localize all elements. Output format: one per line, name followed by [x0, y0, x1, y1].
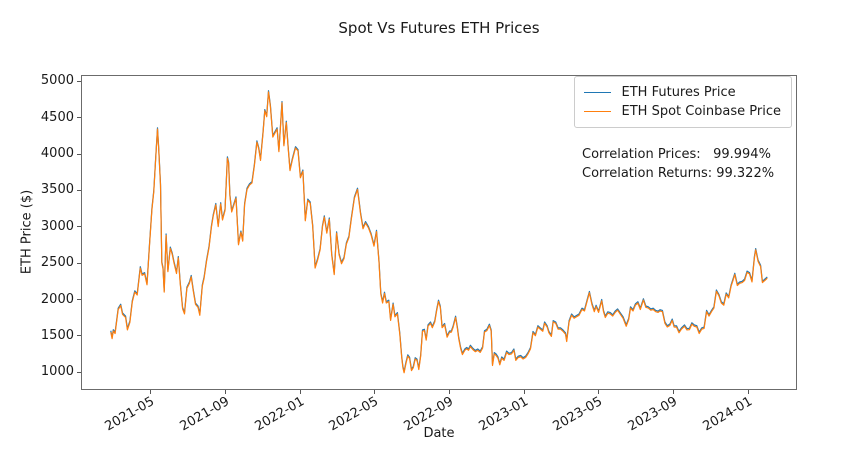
x-tick-mark [747, 390, 749, 394]
correlation-prices-text: Correlation Prices: 99.994% [582, 147, 771, 162]
y-tick-mark [76, 262, 81, 264]
legend: ETH Futures Price ETH Spot Coinbase Pric… [573, 76, 792, 128]
x-tick-mark [300, 390, 301, 394]
y-tick-label: 1500 [40, 327, 74, 343]
y-axis-title: ETH Price ($) [19, 189, 35, 275]
x-axis-title: Date [423, 426, 455, 441]
x-tick-label: 2024-01 [700, 394, 755, 435]
x-tick-mark [524, 390, 525, 394]
x-tick-label: 2021-09 [177, 394, 233, 435]
y-tick-label: 1000 [40, 364, 74, 380]
futures-line-sample-icon [583, 92, 611, 93]
y-tick-mark [76, 153, 81, 155]
price-lines-svg [110, 90, 768, 374]
y-tick-mark [76, 371, 81, 373]
y-tick-mark [76, 335, 81, 337]
legend-label-spot: ETH Spot Coinbase Price [621, 104, 781, 119]
y-tick-mark [76, 189, 81, 191]
x-tick-label: 2022-01 [252, 394, 307, 435]
y-tick-label: 3500 [40, 182, 74, 198]
y-tick-label: 2500 [40, 255, 74, 271]
spot-line-sample-icon [583, 111, 611, 112]
y-tick-mark [76, 117, 81, 119]
x-tick-mark [373, 390, 375, 394]
correlation-returns-text: Correlation Returns: 99.322% [582, 165, 775, 181]
legend-item-futures: ETH Futures Price [583, 83, 781, 102]
x-tick-mark [597, 390, 599, 394]
correlation-annotation: Correlation Prices: 99.994% Correlation … [582, 146, 774, 183]
x-tick-label: 2022-05 [326, 394, 381, 435]
y-tick-mark [76, 299, 81, 301]
x-tick-label: 2023-09 [625, 394, 681, 435]
x-tick-label: 2023-01 [476, 394, 531, 435]
x-tick-mark [449, 390, 451, 394]
x-tick-label: 2022-09 [401, 394, 457, 435]
x-tick-mark [225, 390, 227, 394]
y-tick-label: 2000 [40, 291, 74, 307]
y-tick-label: 4000 [40, 146, 74, 162]
y-tick-label: 3000 [40, 218, 74, 234]
legend-label-futures: ETH Futures Price [621, 85, 736, 100]
series-line-futures [110, 90, 768, 373]
y-tick-mark [76, 226, 81, 228]
chart-title: Spot Vs Futures ETH Prices [338, 19, 540, 37]
x-tick-label: 2023-05 [550, 394, 605, 435]
x-tick-label: 2021-05 [102, 394, 157, 435]
y-tick-mark [76, 80, 81, 82]
x-tick-mark [149, 390, 151, 394]
legend-item-spot: ETH Spot Coinbase Price [583, 102, 781, 121]
y-tick-label: 5000 [40, 73, 74, 89]
y-tick-label: 4500 [40, 109, 74, 125]
x-tick-mark [673, 390, 675, 394]
series-line-spot [110, 91, 768, 374]
